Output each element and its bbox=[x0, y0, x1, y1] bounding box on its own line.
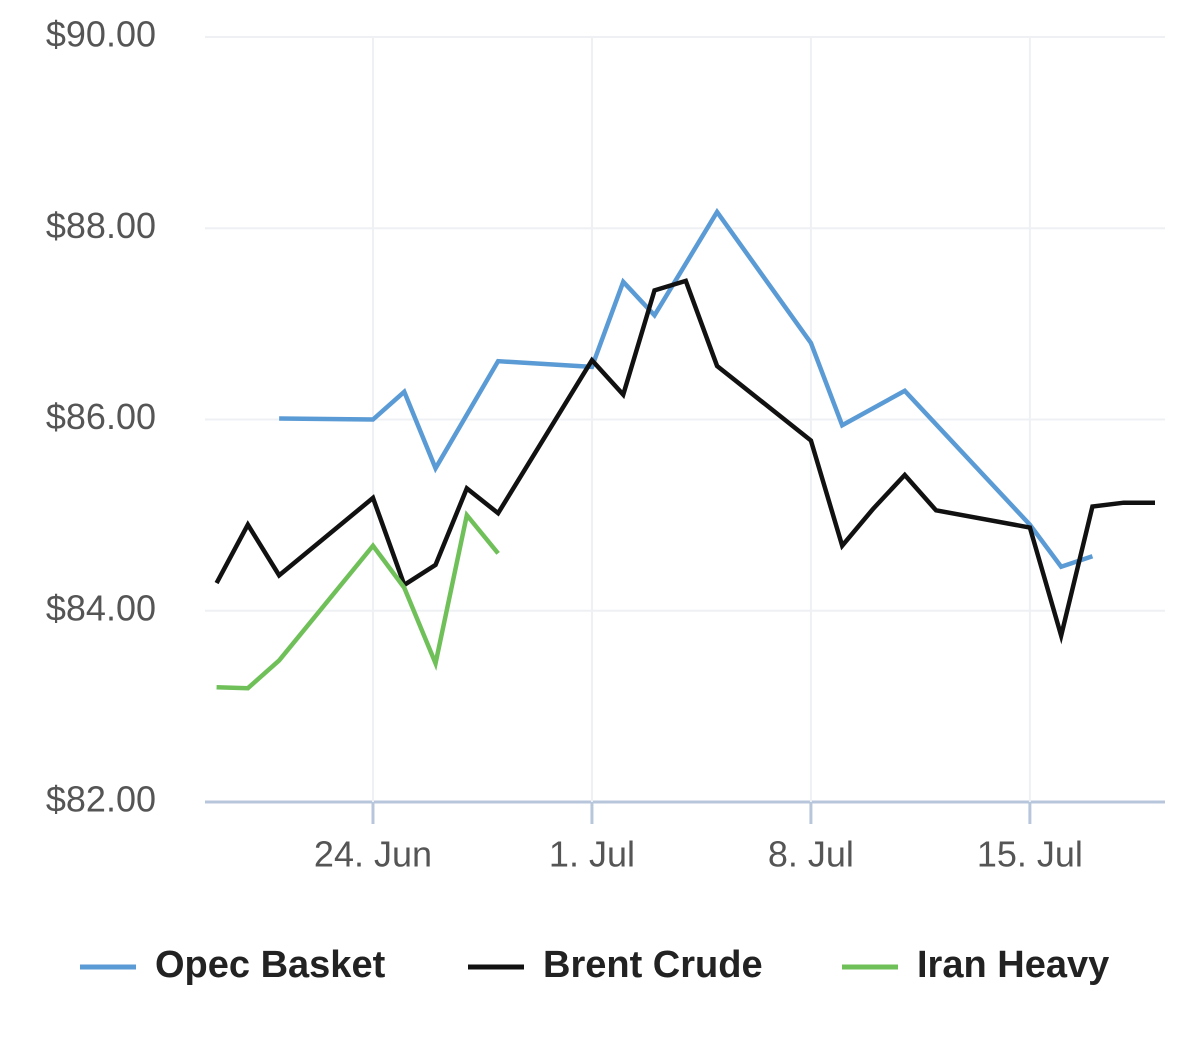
x-tick-label: 1. Jul bbox=[549, 834, 635, 875]
y-tick-label: $90.00 bbox=[46, 14, 156, 55]
series-line bbox=[214, 278, 1155, 645]
legend-label: Iran Heavy bbox=[917, 944, 1109, 986]
y-tick-label: $86.00 bbox=[46, 396, 156, 437]
series-line bbox=[279, 207, 1094, 570]
y-tick-label: $84.00 bbox=[46, 587, 156, 628]
legend-label: Brent Crude bbox=[543, 944, 763, 986]
series-line bbox=[216, 510, 500, 691]
y-tick-label: $82.00 bbox=[46, 779, 156, 820]
x-tick-label: 15. Jul bbox=[977, 834, 1083, 875]
x-tick-label: 24. Jun bbox=[314, 834, 432, 875]
y-tick-label: $88.00 bbox=[46, 205, 156, 246]
legend-label: Opec Basket bbox=[155, 944, 386, 986]
x-tick-label: 8. Jul bbox=[768, 834, 854, 875]
